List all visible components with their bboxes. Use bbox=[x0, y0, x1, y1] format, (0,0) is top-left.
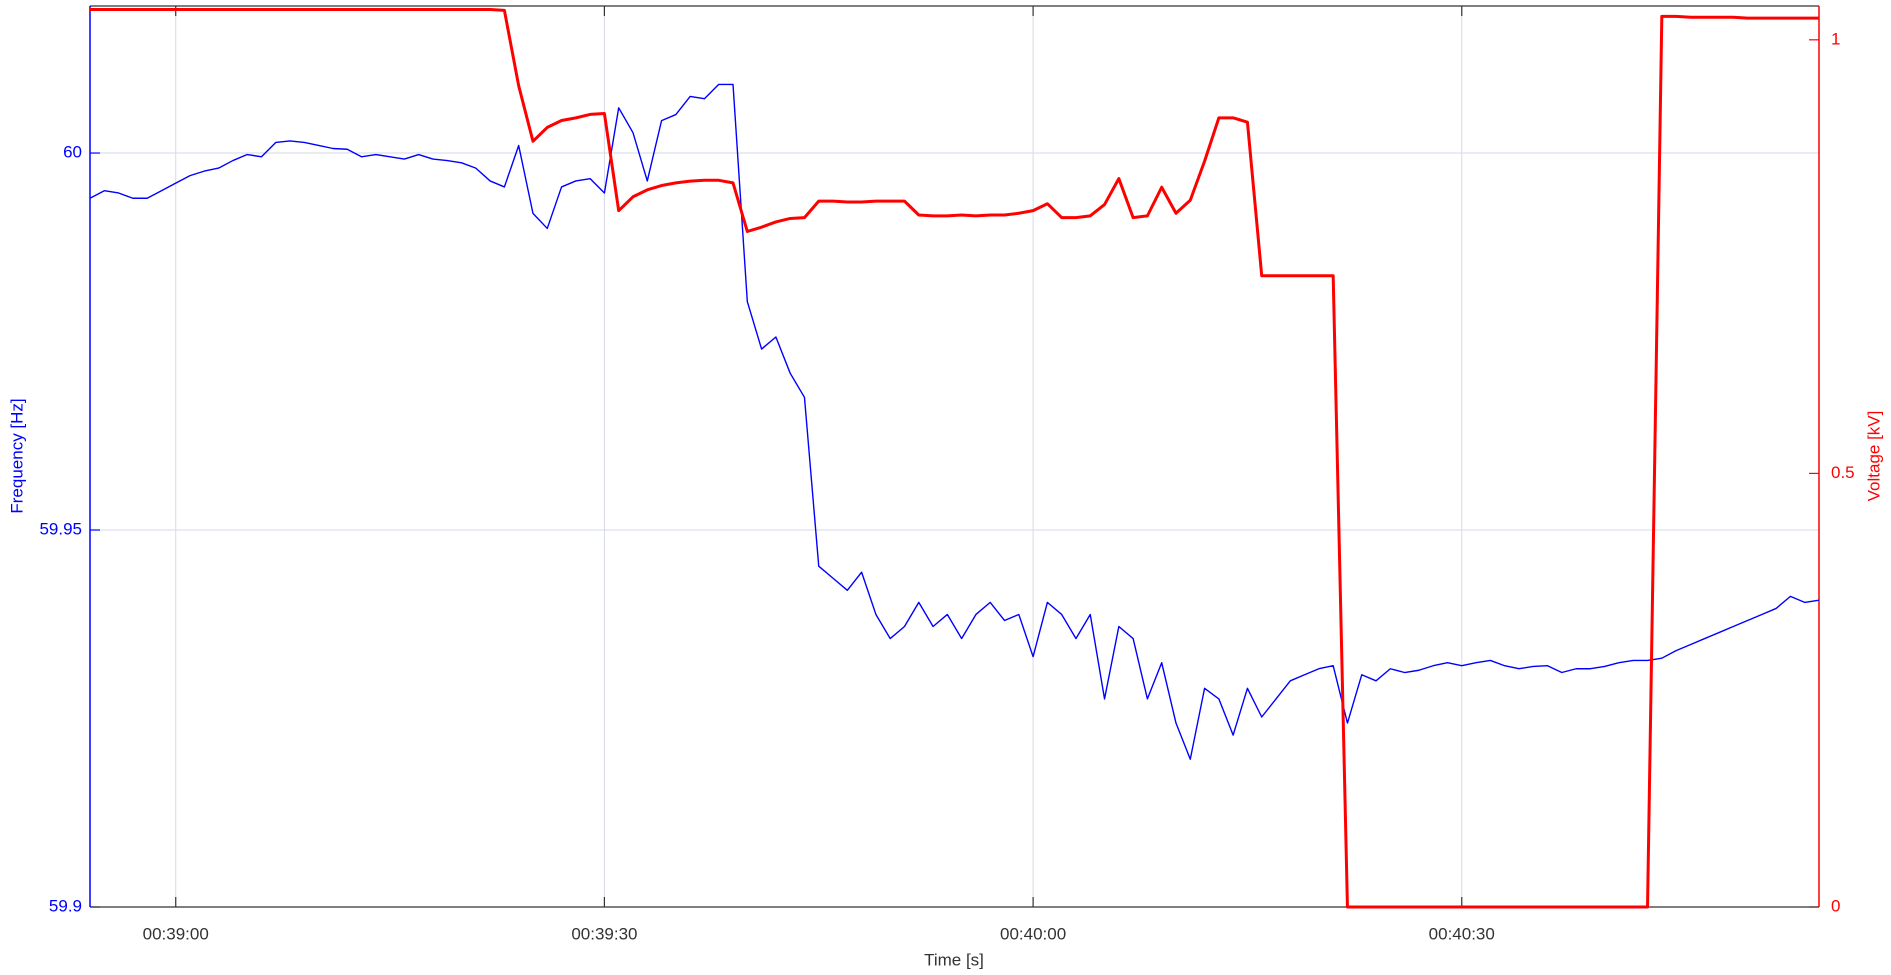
x-tick-label: 00:40:00 bbox=[1000, 924, 1066, 943]
y-tick-label: 59.9 bbox=[49, 896, 82, 915]
y2-tick-label: 0.5 bbox=[1831, 463, 1855, 482]
series-line bbox=[90, 7, 1819, 909]
x-tick-label: 00:39:30 bbox=[571, 924, 637, 943]
y2-axis-label: Voltage [kV] bbox=[1864, 411, 1883, 502]
y-tick-label: 60 bbox=[63, 143, 82, 162]
y-axis-label: Frequency [Hz] bbox=[7, 398, 26, 513]
x-tick-label: 00:39:00 bbox=[143, 924, 209, 943]
y2-tick-label: 1 bbox=[1831, 29, 1840, 48]
y2-tick-label: 0 bbox=[1831, 896, 1840, 915]
x-tick-label: 00:40:30 bbox=[1429, 924, 1495, 943]
x-axis-label: Time [s] bbox=[924, 950, 984, 969]
series-line bbox=[89, 83, 1820, 760]
y-tick-label: 59.95 bbox=[39, 519, 82, 538]
